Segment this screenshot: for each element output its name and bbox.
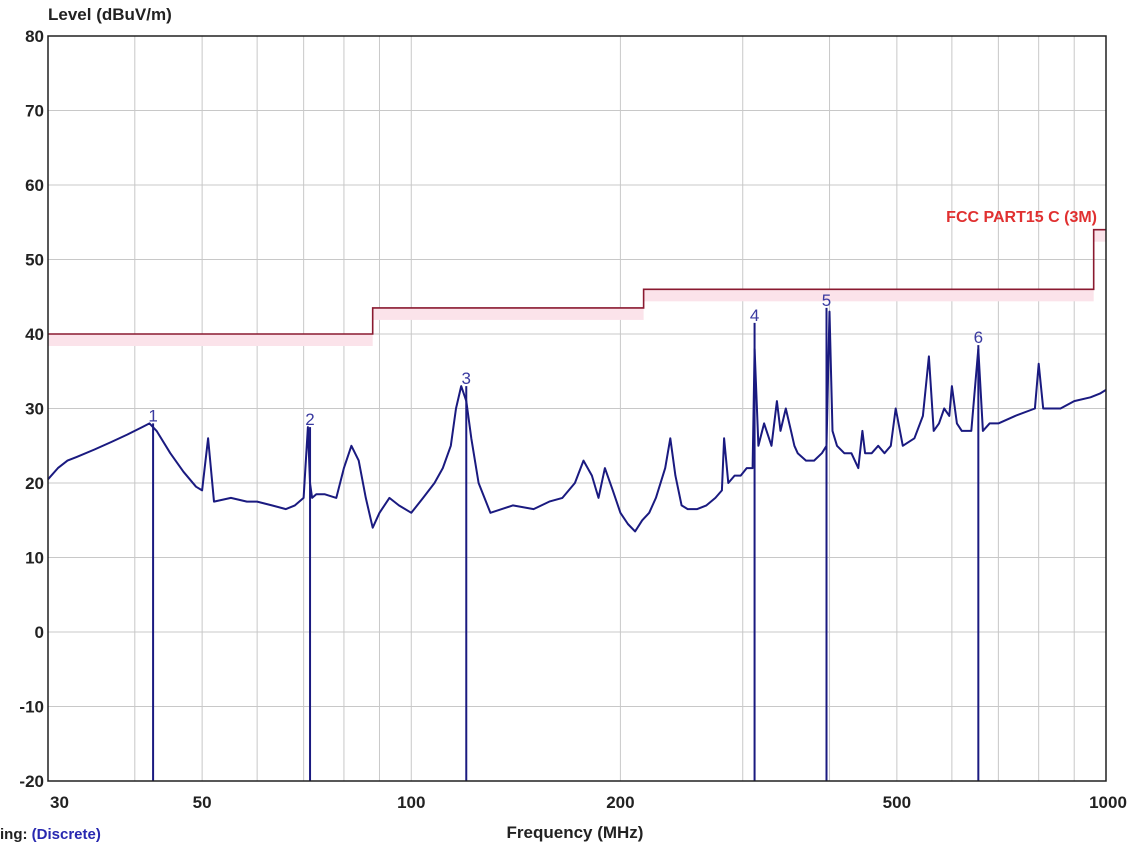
grid-lines <box>47 35 1107 782</box>
limit-line <box>48 228 1106 335</box>
y-tick-label: 50 <box>25 251 44 270</box>
y-tick-label: -10 <box>19 698 44 717</box>
limit-band <box>372 307 644 320</box>
scan-mode-note: ing: (Discrete) <box>0 826 101 843</box>
marker-label-6: 6 <box>974 328 983 347</box>
series-group <box>47 310 1107 533</box>
y-axis-label: Level (dBuV/m) <box>48 5 172 24</box>
scan-mode-value: (Discrete) <box>31 826 101 843</box>
marker-label-2: 2 <box>305 410 314 429</box>
x-tick-label: 1000 <box>1089 793 1127 812</box>
y-tick-labels: -20 -10 0 10 20 30 40 50 60 70 80 <box>19 27 44 791</box>
limit-band <box>48 334 373 346</box>
plot-frame <box>47 35 1107 782</box>
y-tick-label: 30 <box>25 400 44 419</box>
x-tick-labels: 30 50 100 200 500 1000 <box>50 793 1127 812</box>
x-tick-label: 50 <box>193 793 212 812</box>
y-tick-label: 0 <box>35 623 44 642</box>
scan-mode-prefix: ing: <box>0 826 32 843</box>
limit-line-group <box>48 228 1106 346</box>
x-tick-label: 100 <box>397 793 425 812</box>
y-tick-label: 80 <box>25 27 44 46</box>
x-tick-label: 30 <box>50 793 69 812</box>
y-tick-label: 60 <box>25 176 44 195</box>
marker-label-5: 5 <box>822 291 831 310</box>
marker-group: 1 2 3 4 5 6 <box>148 291 983 781</box>
x-tick-label: 500 <box>883 793 911 812</box>
limit-band <box>643 289 1094 302</box>
y-tick-label: 40 <box>25 325 44 344</box>
series-line-0 <box>47 310 1107 533</box>
y-tick-label: 70 <box>25 102 44 121</box>
x-tick-label: 200 <box>606 793 634 812</box>
limit-band <box>1093 229 1106 242</box>
x-axis-label: Frequency (MHz) <box>507 823 644 842</box>
y-tick-label: 10 <box>25 549 44 568</box>
marker-label-3: 3 <box>462 369 471 388</box>
limit-line-label: FCC PART15 C (3M) <box>946 209 1097 226</box>
marker-label-1: 1 <box>148 406 157 425</box>
y-tick-label: -20 <box>19 772 44 791</box>
y-tick-label: 20 <box>25 474 44 493</box>
marker-label-4: 4 <box>750 306 759 325</box>
